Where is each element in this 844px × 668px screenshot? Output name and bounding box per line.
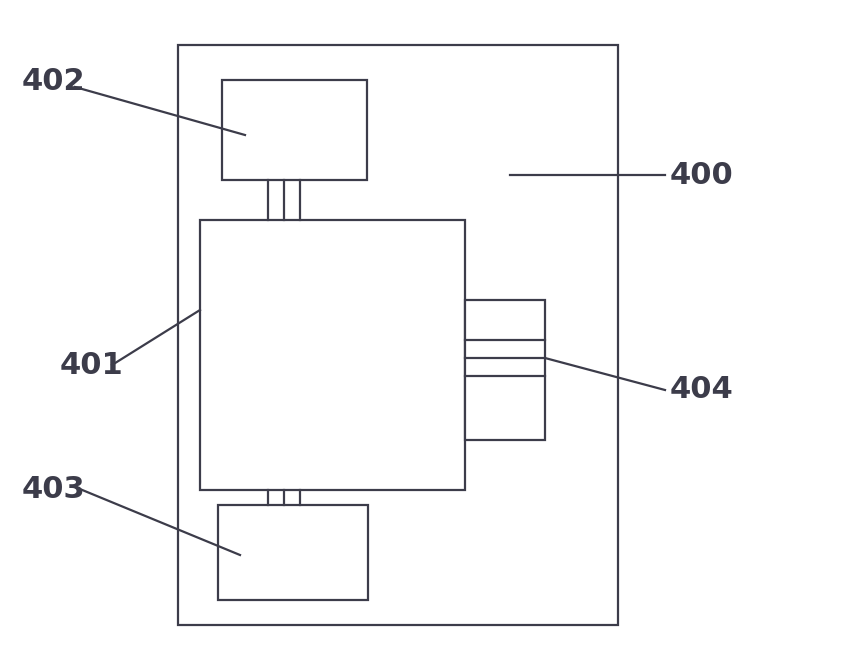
Bar — [200, 220, 465, 490]
Bar — [218, 505, 368, 600]
Bar — [465, 300, 545, 440]
Text: 404: 404 — [670, 375, 733, 405]
Text: 402: 402 — [22, 67, 85, 96]
Text: 403: 403 — [22, 476, 85, 504]
Bar — [178, 45, 618, 625]
Text: 401: 401 — [60, 351, 124, 379]
Bar — [222, 80, 367, 180]
Text: 400: 400 — [670, 160, 733, 190]
